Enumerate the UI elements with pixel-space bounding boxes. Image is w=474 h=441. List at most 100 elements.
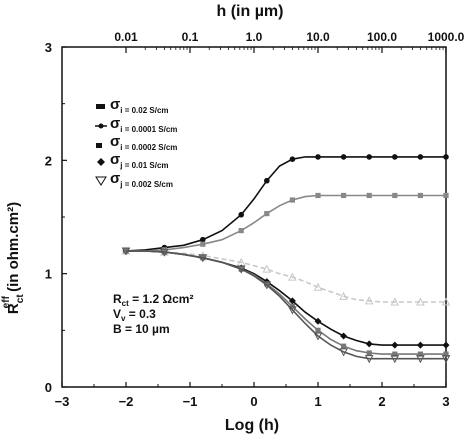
y-axis-title-main: R xyxy=(5,303,22,314)
series-line-1 xyxy=(126,194,446,252)
series-1-point-16 xyxy=(366,192,372,199)
x-tick-label-6: 3 xyxy=(442,394,449,409)
legend-label-3: j = 0.01 S/cm xyxy=(119,161,168,170)
top-tick-label-4: 100.0 xyxy=(367,30,397,44)
y-tick-label-1: 1 xyxy=(45,267,52,282)
series-1-point-10 xyxy=(289,197,295,203)
y-axis-title-rest: (in ohm.cm²) xyxy=(5,202,22,296)
series-0-point-22 xyxy=(443,154,449,160)
series-1-point-20 xyxy=(417,192,423,199)
legend-marker-3 xyxy=(97,158,105,166)
series-1-point-12 xyxy=(315,192,321,199)
series-5-point-12 xyxy=(313,332,323,341)
y-tick-label-3: 3 xyxy=(45,40,52,55)
y-axis-title-sub: ct xyxy=(15,294,26,304)
series-1-point-6 xyxy=(238,228,244,234)
legend-item-3: σj = 0.01 S/cm xyxy=(97,151,169,170)
series-0-point-12 xyxy=(315,154,321,160)
series-3-point-16 xyxy=(365,340,373,348)
top-tick-label-2: 1.0 xyxy=(246,30,263,44)
series-0-point-10 xyxy=(289,156,296,162)
series-2-point-22 xyxy=(441,297,451,306)
series-2-point-10 xyxy=(288,272,297,281)
series-4-point-16 xyxy=(366,350,372,356)
x-tick-label-1: −2 xyxy=(119,394,134,409)
series-4-point-20 xyxy=(417,351,423,357)
series-4-point-14 xyxy=(341,343,347,349)
series-3-point-20 xyxy=(416,341,424,349)
x-tick-label-0: −3 xyxy=(55,394,70,409)
series-3-point-10 xyxy=(288,297,296,305)
legend: σi = 0.02 S/cm σi = 0.0001 S/cm σi = 0.0… xyxy=(95,96,177,189)
legend-sym-0: σ xyxy=(110,96,120,113)
x-tick-label-5: 2 xyxy=(378,394,385,409)
legend-sym-2: σ xyxy=(110,133,120,150)
y-tick-label-0: 0 xyxy=(45,380,52,395)
series-5-point-14 xyxy=(339,348,348,357)
annotation-rct: Rct = 1.2 Ωcm² xyxy=(113,292,193,308)
series-1-point-14 xyxy=(341,192,347,199)
series-0-point-4 xyxy=(200,236,206,243)
legend-item-0: σi = 0.02 S/cm xyxy=(96,96,169,115)
legend-sym-4: σ xyxy=(110,170,120,187)
legend-item-1: σi = 0.0001 S/cm xyxy=(95,115,177,134)
series-5-point-6 xyxy=(236,265,246,274)
y-axis-title: Rcteff (in ohm.cm²) xyxy=(1,202,26,314)
series-0-point-8 xyxy=(264,177,270,184)
series-line-5 xyxy=(126,250,446,360)
svg-text:σj = 0.01 S/cm: σj = 0.01 S/cm xyxy=(110,151,169,170)
series-1-point-22 xyxy=(443,192,449,199)
series-2-point-18 xyxy=(390,297,400,306)
legend-item-2: σi = 0.0002 S/cm xyxy=(96,133,177,152)
series-5-point-16 xyxy=(364,355,374,364)
series-5-point-20 xyxy=(416,355,425,364)
x2-axis-title: h (in µm) xyxy=(217,3,284,20)
svg-text:σj = 0.002 S/cm: σj = 0.002 S/cm xyxy=(110,170,173,189)
svg-text:σi = 0.0002 S/cm: σi = 0.0002 S/cm xyxy=(110,133,177,152)
series-5-point-8 xyxy=(262,281,272,290)
top-tick-label-5: 1000.0 xyxy=(428,30,465,44)
legend-marker-dot-1 xyxy=(98,123,104,129)
series-2-point-16 xyxy=(364,296,374,305)
legend-label-1: i = 0.0001 S/cm xyxy=(120,125,177,134)
series-line-2 xyxy=(126,250,446,303)
legend-label-4: j = 0.002 S/cm xyxy=(119,180,173,189)
series-5-point-22 xyxy=(441,355,451,364)
annotation-vv: Vv = 0.3 xyxy=(113,307,156,323)
series-4-point-12 xyxy=(315,327,321,333)
series-4-point-8 xyxy=(264,281,270,287)
x-axis-title: Log (h) xyxy=(225,417,279,434)
series-5-point-2 xyxy=(160,248,169,257)
top-tick-label-1: 0.1 xyxy=(182,30,199,44)
series-1-point-18 xyxy=(392,192,398,199)
x-tick-label-3: 0 xyxy=(250,394,257,409)
series-2-point-14 xyxy=(339,291,348,300)
series-3-point-22 xyxy=(442,341,450,349)
series-3-point-14 xyxy=(340,332,348,340)
x-tick-label-2: −1 xyxy=(183,394,198,409)
legend-marker-2 xyxy=(96,143,102,148)
series-3-point-18 xyxy=(391,341,399,349)
series-1-point-4 xyxy=(200,241,206,247)
legend-sym-3: σ xyxy=(110,151,120,168)
series-4-point-22 xyxy=(443,351,449,357)
series-0-point-14 xyxy=(340,154,347,160)
y-axis-title-sup: eff xyxy=(1,295,12,308)
svg-text:σi = 0.02 S/cm: σi = 0.02 S/cm xyxy=(110,96,169,115)
y-tick-label-2: 2 xyxy=(45,153,52,168)
series-0-point-18 xyxy=(392,154,398,160)
series-4-point-18 xyxy=(392,351,398,357)
legend-marker-4 xyxy=(95,176,107,186)
series-5-point-10 xyxy=(288,306,297,315)
legend-item-4: σj = 0.002 S/cm xyxy=(95,170,173,189)
legend-sym-1: σ xyxy=(110,115,120,132)
legend-label-2: i = 0.0002 S/cm xyxy=(120,143,177,152)
series-2-point-20 xyxy=(416,297,425,306)
series-2-point-8 xyxy=(262,264,272,273)
top-tick-label-0: 0.01 xyxy=(114,30,138,44)
plot-area: −3 −2 −1 0 1 2 3 0 1 2 3 0.01 0.1 1.0 10.0 100.0 1000.0 xyxy=(45,30,465,409)
series-0-point-6 xyxy=(238,211,244,218)
annotation-b: B = 10 µm xyxy=(113,322,170,336)
svg-text:σi = 0.0001 S/cm: σi = 0.0001 S/cm xyxy=(110,115,177,134)
